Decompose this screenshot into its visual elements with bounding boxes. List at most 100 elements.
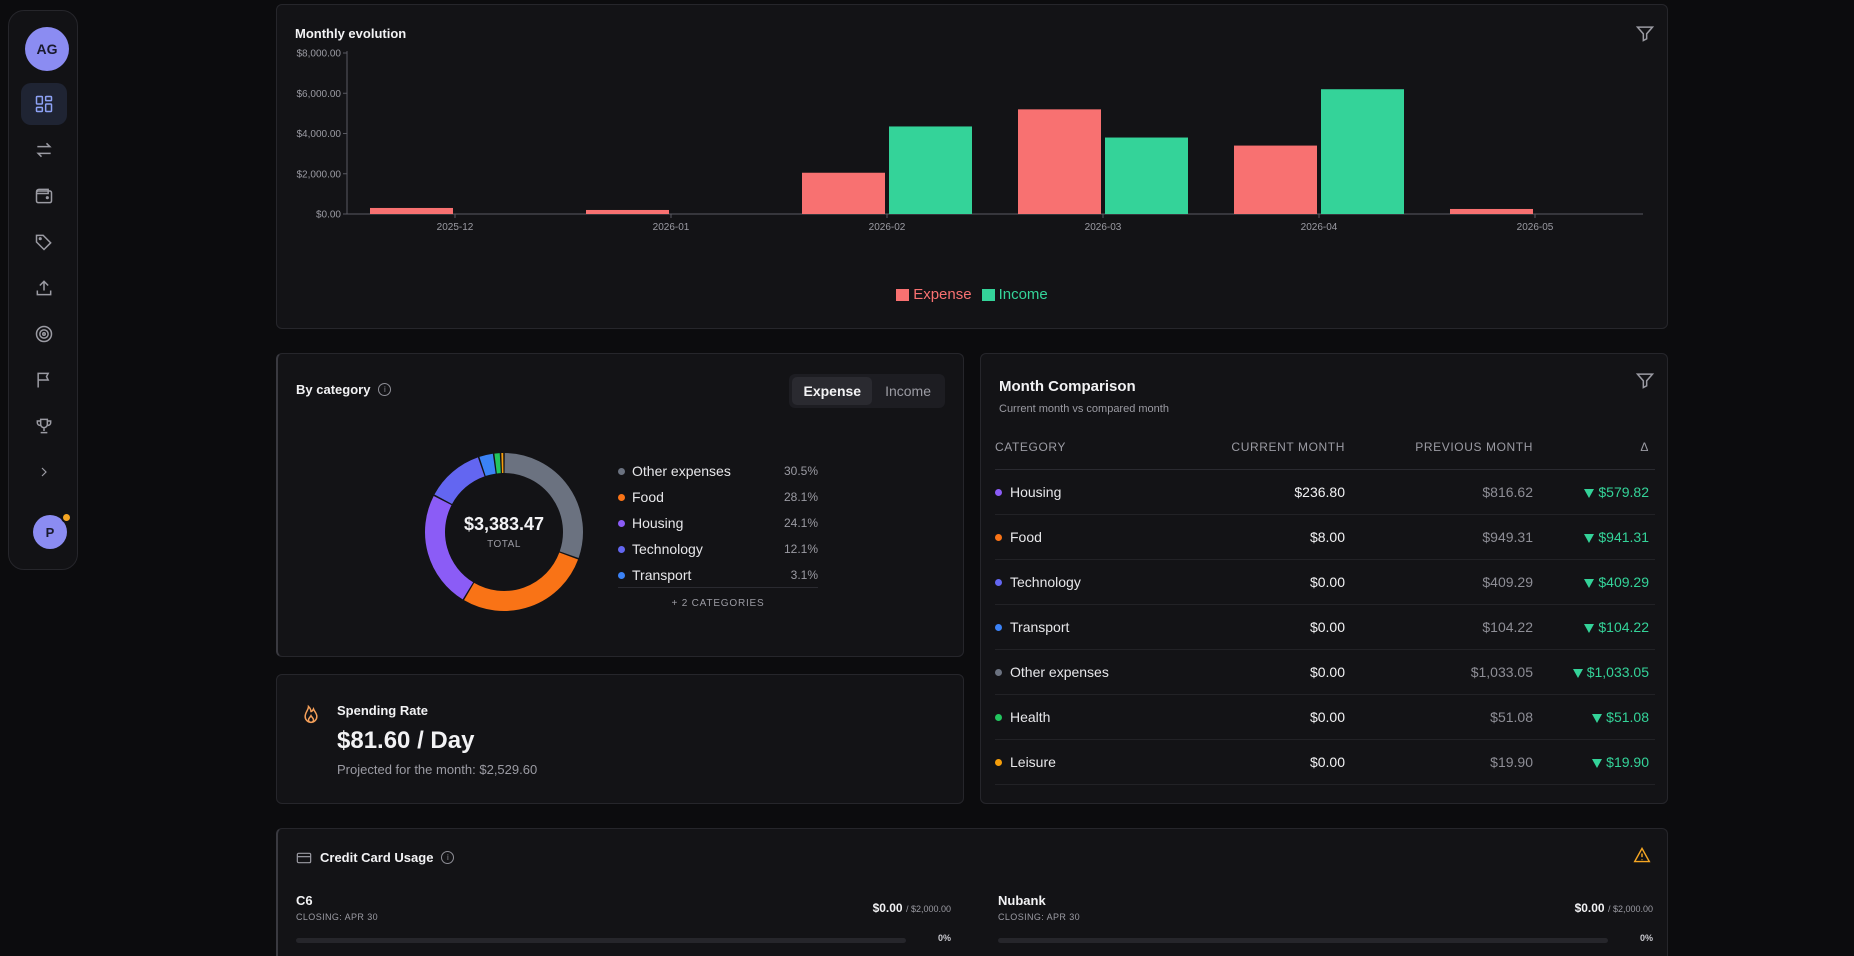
- nav-wallets[interactable]: [21, 175, 67, 217]
- current-month-value: $0.00: [1309, 664, 1345, 680]
- category-name: Transport: [632, 567, 692, 583]
- type-toggle: Expense Income: [789, 374, 945, 408]
- category-dot: [995, 623, 1002, 631]
- table-row[interactable]: Technology $0.00 $409.29 $409.29: [995, 560, 1655, 605]
- nav-transactions[interactable]: [21, 129, 67, 171]
- x-tick-label: 2026-02: [869, 222, 906, 233]
- donut-slice-other-expenses[interactable]: [504, 453, 583, 559]
- spending-rate-title: Spending Rate: [337, 703, 429, 718]
- category-percent: 12.1%: [783, 542, 818, 556]
- card-closing-date: CLOSING: APR 30: [296, 912, 379, 922]
- row-category: Health: [995, 709, 1185, 725]
- nav-import[interactable]: [21, 267, 67, 309]
- header-category[interactable]: CATEGORY: [995, 440, 1067, 454]
- legend-item-expense[interactable]: Expense: [896, 286, 972, 303]
- row-category: Housing: [995, 484, 1185, 500]
- table-row[interactable]: Other expenses $0.00 $1,033.05 $1,033.05: [995, 650, 1655, 695]
- bar-expense-2026-05[interactable]: [1450, 208, 1533, 214]
- filter-icon[interactable]: [1635, 370, 1655, 390]
- workspace-avatar[interactable]: AG: [25, 27, 69, 71]
- previous-month-value: $816.62: [1482, 484, 1533, 500]
- category-dot: [618, 519, 625, 527]
- category-dot: [995, 758, 1002, 766]
- bar-expense-2026-03[interactable]: [1018, 109, 1101, 214]
- row-category: Technology: [995, 574, 1185, 590]
- more-categories-link[interactable]: + 2 CATEGORIES: [618, 587, 818, 609]
- nav-milestones[interactable]: [21, 359, 67, 401]
- bar-expense-2026-01[interactable]: [586, 209, 669, 214]
- header-previous-month[interactable]: PREVIOUS MONTH: [1415, 440, 1533, 454]
- current-month-value: $0.00: [1309, 619, 1345, 635]
- category-dot: [618, 571, 625, 579]
- month-comparison-title: Month Comparison: [999, 378, 1136, 395]
- category-legend-item[interactable]: Housing 24.1%: [618, 510, 818, 536]
- row-category: Transport: [995, 619, 1185, 635]
- chart-legend: Expense Income: [277, 286, 1667, 303]
- table-row[interactable]: Health $0.00 $51.08 $51.08: [995, 695, 1655, 740]
- bar-expense-2025-12[interactable]: [370, 207, 453, 214]
- category-name: Other expenses: [632, 463, 731, 479]
- usage-percent: 0%: [1639, 933, 1653, 943]
- category-dot: [618, 493, 625, 501]
- legend-swatch-expense: [896, 288, 910, 301]
- nav-goals[interactable]: [21, 313, 67, 355]
- donut-slice-transport[interactable]: [479, 453, 496, 476]
- legend-item-income[interactable]: Income: [981, 286, 1048, 303]
- category-name: Technology: [632, 541, 703, 557]
- usage-progress-bar: [998, 938, 1608, 943]
- nav-achievements[interactable]: [21, 405, 67, 447]
- category-legend-item[interactable]: Technology 12.1%: [618, 536, 818, 562]
- table-row[interactable]: Food $8.00 $949.31 $941.31: [995, 515, 1655, 560]
- sidebar: AG P: [8, 10, 78, 570]
- bar-expense-2026-04[interactable]: [1234, 145, 1317, 214]
- current-month-value: $0.00: [1309, 574, 1345, 590]
- spending-rate-card: Spending Rate $81.60 / Day Projected for…: [276, 674, 964, 804]
- table-row[interactable]: Housing $236.80 $816.62 $579.82: [995, 470, 1655, 515]
- usage-progress-bar: [296, 938, 906, 943]
- bar-income-2026-02[interactable]: [889, 126, 972, 214]
- previous-month-value: $409.29: [1482, 574, 1533, 590]
- bar-expense-2026-02[interactable]: [802, 172, 885, 214]
- donut-slice-housing[interactable]: [425, 495, 474, 600]
- card-limit: / $2,000.00: [1607, 904, 1653, 914]
- category-name: Leisure: [1010, 754, 1056, 770]
- info-icon[interactable]: i: [378, 383, 392, 396]
- delta-amount: $104.22: [1598, 619, 1649, 635]
- upload-icon: [36, 280, 52, 296]
- donut-slice-technology[interactable]: [434, 457, 485, 505]
- bar-income-2026-03[interactable]: [1105, 137, 1188, 214]
- nav-dashboard[interactable]: [21, 83, 67, 125]
- toggle-expense[interactable]: Expense: [792, 377, 873, 405]
- category-legend-item[interactable]: Transport 3.1%: [618, 562, 818, 588]
- delta-value: $1,033.05: [1533, 664, 1649, 680]
- filter-icon[interactable]: [1635, 23, 1655, 43]
- nav-categories[interactable]: [21, 221, 67, 263]
- table-row[interactable]: Transport $0.00 $104.22 $104.22: [995, 605, 1655, 650]
- header-current-month[interactable]: CURRENT MONTH: [1231, 440, 1345, 454]
- donut-slice-food[interactable]: [464, 552, 579, 611]
- category-legend-item[interactable]: Other expenses 30.5%: [618, 458, 818, 484]
- x-tick-label: 2025-12: [437, 222, 474, 233]
- bar-income-2026-04[interactable]: [1321, 89, 1404, 214]
- legend-label-expense: Expense: [913, 286, 972, 303]
- row-category: Leisure: [995, 754, 1185, 770]
- category-name: Food: [1010, 529, 1042, 545]
- toggle-income[interactable]: Income: [885, 383, 931, 399]
- table-header: CATEGORY CURRENT MONTH PREVIOUS MONTH Δ: [995, 425, 1655, 470]
- warning-icon[interactable]: [1633, 847, 1651, 863]
- credit-card-c6[interactable]: C6 CLOSING: APR 30 $0.00 / $2,000.00 0%: [296, 893, 951, 943]
- category-legend-item[interactable]: Food 28.1%: [618, 484, 818, 510]
- flag-icon: [37, 372, 50, 388]
- transfer-icon: [36, 142, 52, 158]
- table-row[interactable]: Leisure $0.00 $19.90 $19.90: [995, 740, 1655, 785]
- credit-card-nubank[interactable]: Nubank CLOSING: APR 30 $0.00 / $2,000.00…: [998, 893, 1653, 943]
- category-name: Housing: [1010, 484, 1062, 500]
- legend-swatch-income: [981, 288, 995, 301]
- expand-sidebar-button[interactable]: [21, 451, 67, 493]
- card-closing-date: CLOSING: APR 30: [998, 912, 1081, 922]
- down-triangle-icon: [1592, 713, 1603, 723]
- credit-card-usage-card: Credit Card Usage i C6 CLOSING: APR 30 $…: [276, 828, 1668, 956]
- delta-amount: $19.90: [1606, 754, 1649, 770]
- header-delta[interactable]: Δ: [1640, 440, 1649, 454]
- info-icon[interactable]: i: [441, 851, 455, 864]
